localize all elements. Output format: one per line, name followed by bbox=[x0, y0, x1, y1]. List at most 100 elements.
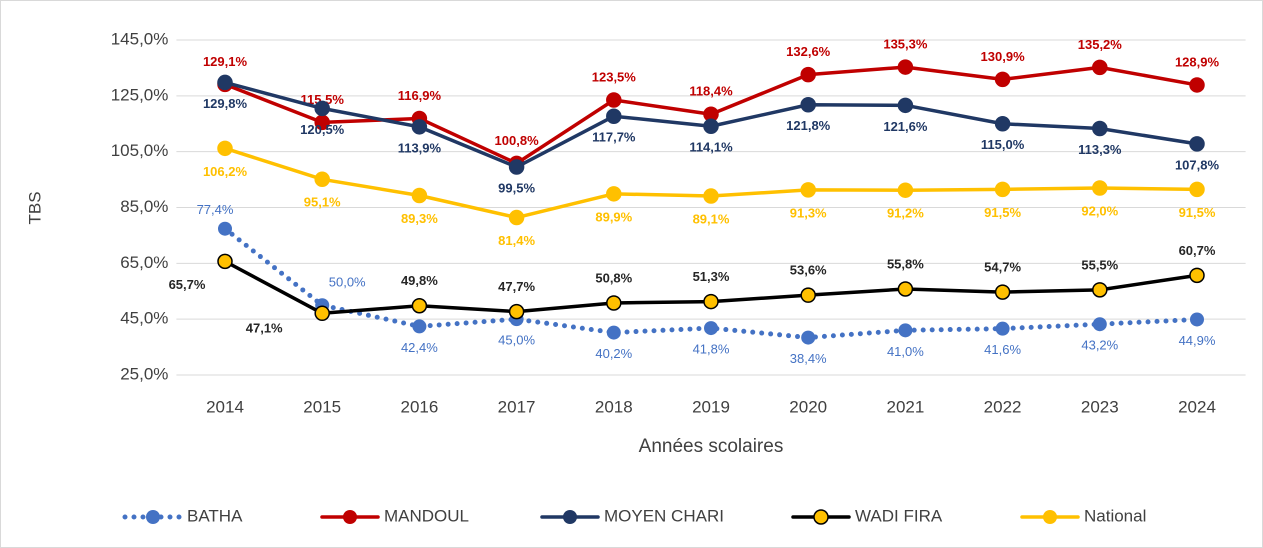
data-point bbox=[1092, 59, 1108, 76]
data-point bbox=[1092, 180, 1108, 196]
data-label: 47,1% bbox=[246, 321, 283, 336]
data-point bbox=[994, 284, 1011, 300]
data-point bbox=[411, 187, 428, 204]
data-point bbox=[703, 118, 719, 135]
data-label: 50,8% bbox=[595, 270, 632, 285]
data-label: 130,9% bbox=[981, 49, 1026, 64]
data-label: 116,9% bbox=[398, 88, 442, 103]
data-label: 55,5% bbox=[1081, 257, 1118, 272]
data-point bbox=[800, 97, 816, 113]
data-point bbox=[314, 100, 330, 117]
data-point bbox=[994, 116, 1011, 132]
data-label: 121,6% bbox=[883, 119, 928, 134]
legend-label: National bbox=[1084, 506, 1146, 525]
data-point bbox=[800, 66, 816, 83]
data-point bbox=[606, 186, 622, 202]
x-tick-label: 2019 bbox=[692, 397, 730, 416]
data-point bbox=[314, 305, 330, 322]
data-point bbox=[703, 188, 719, 204]
legend-label: MOYEN CHARI bbox=[604, 506, 724, 525]
x-tick-label: 2016 bbox=[400, 397, 438, 416]
data-label: 132,6% bbox=[786, 44, 831, 59]
data-point bbox=[801, 330, 816, 345]
data-label: 91,3% bbox=[790, 205, 827, 220]
data-point bbox=[897, 182, 914, 198]
data-point bbox=[411, 298, 428, 314]
data-point bbox=[994, 181, 1011, 198]
data-point bbox=[508, 159, 525, 175]
x-axis-title: Années scolaires bbox=[639, 436, 784, 457]
data-point bbox=[1189, 136, 1205, 152]
data-label: 123,5% bbox=[592, 69, 637, 84]
data-label: 121,8% bbox=[786, 118, 831, 133]
y-tick-label: 145,0% bbox=[111, 29, 169, 48]
data-label: 42,4% bbox=[401, 340, 438, 355]
data-label: 107,8% bbox=[1175, 157, 1220, 172]
series-line bbox=[222, 226, 1200, 341]
x-tick-label: 2014 bbox=[206, 397, 244, 416]
x-tick-label: 2022 bbox=[984, 397, 1022, 416]
data-point bbox=[217, 140, 233, 157]
data-label: 129,8% bbox=[203, 96, 248, 111]
data-label: 38,4% bbox=[790, 351, 827, 366]
data-label: 120,5% bbox=[300, 122, 345, 137]
data-point bbox=[1092, 282, 1108, 298]
data-point bbox=[898, 323, 913, 338]
y-axis-title: TBS bbox=[25, 191, 44, 224]
data-label: 40,2% bbox=[595, 346, 632, 361]
data-label: 81,4% bbox=[498, 233, 535, 248]
data-point bbox=[508, 209, 525, 226]
data-label: 99,5% bbox=[498, 180, 535, 195]
data-label: 47,7% bbox=[498, 279, 535, 294]
data-label: 55,8% bbox=[887, 256, 924, 271]
data-label: 135,3% bbox=[883, 37, 928, 52]
data-point bbox=[217, 253, 233, 270]
data-label: 41,6% bbox=[984, 342, 1021, 357]
data-point bbox=[897, 59, 914, 75]
legend-marker bbox=[813, 509, 829, 525]
data-label: 92,0% bbox=[1081, 203, 1118, 218]
data-label: 43,2% bbox=[1081, 338, 1118, 353]
data-label: 106,2% bbox=[203, 164, 248, 179]
legend-marker bbox=[563, 510, 577, 524]
data-label: 135,2% bbox=[1078, 37, 1123, 52]
data-point bbox=[411, 119, 428, 135]
data-label: 60,7% bbox=[1179, 243, 1216, 258]
data-point bbox=[606, 108, 622, 124]
legend-label: BATHA bbox=[187, 506, 243, 525]
data-point bbox=[800, 287, 816, 303]
y-tick-label: 105,0% bbox=[111, 141, 169, 160]
data-label: 50,0% bbox=[329, 275, 366, 290]
data-label: 117,7% bbox=[592, 130, 636, 145]
data-label: 44,9% bbox=[1179, 333, 1216, 348]
data-point bbox=[1189, 267, 1205, 284]
x-tick-label: 2021 bbox=[886, 397, 924, 416]
data-label: 115,5% bbox=[301, 92, 345, 107]
data-label: 89,9% bbox=[595, 209, 632, 224]
data-point bbox=[606, 295, 622, 311]
x-tick-label: 2018 bbox=[595, 397, 633, 416]
x-tick-label: 2023 bbox=[1081, 397, 1119, 416]
data-label: 41,0% bbox=[887, 344, 924, 359]
legend-marker bbox=[146, 510, 160, 524]
data-point bbox=[606, 325, 621, 340]
data-point bbox=[314, 171, 330, 188]
data-point bbox=[994, 71, 1011, 88]
data-point bbox=[218, 221, 232, 236]
y-tick-label: 85,0% bbox=[120, 197, 168, 216]
y-tick-label: 45,0% bbox=[120, 309, 168, 328]
data-label: 91,5% bbox=[984, 205, 1021, 220]
data-point bbox=[1092, 120, 1108, 137]
data-label: 53,6% bbox=[790, 263, 827, 278]
x-tick-label: 2017 bbox=[498, 397, 536, 416]
data-label: 54,7% bbox=[984, 260, 1021, 275]
y-tick-label: 65,0% bbox=[120, 253, 168, 272]
data-label: 115,0% bbox=[981, 137, 1025, 152]
data-label: 49,8% bbox=[401, 273, 438, 288]
data-point bbox=[1092, 317, 1107, 332]
data-label: 91,2% bbox=[887, 206, 924, 221]
data-label: 129,1% bbox=[203, 54, 248, 69]
legend-marker bbox=[343, 510, 357, 524]
data-label: 89,1% bbox=[693, 211, 730, 226]
